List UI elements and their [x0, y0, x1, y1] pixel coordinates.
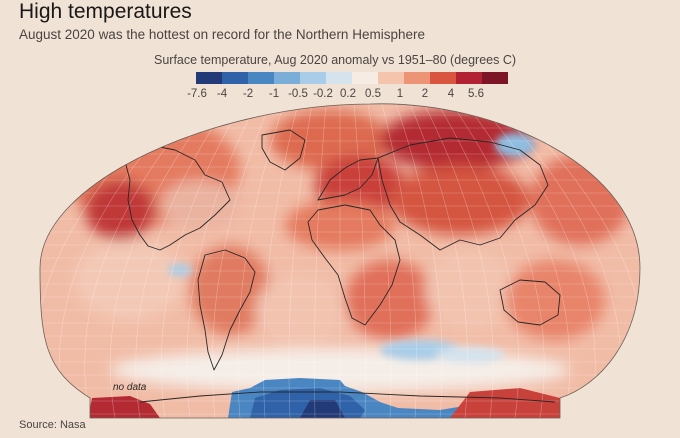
- color-scale-legend: [196, 72, 508, 84]
- legend-tick-label: -0.2: [313, 88, 333, 100]
- graticule-meridian: [423, 103, 494, 419]
- legend-swatch-10: [456, 72, 482, 84]
- anomaly-europe: [315, 155, 405, 215]
- legend-swatch-2: [248, 72, 274, 84]
- legend-swatch-4: [300, 72, 326, 84]
- legend-swatch-5: [326, 72, 352, 84]
- anomaly-south-america: [190, 245, 270, 335]
- anomaly-north-pacific: [530, 155, 630, 245]
- graticule-meridian: [507, 103, 640, 419]
- graticule-meridian: [109, 103, 215, 419]
- graticule-meridian: [465, 103, 571, 419]
- legend-tick-label: -0.5: [288, 88, 308, 100]
- legend-swatch-0: [196, 72, 222, 84]
- graticule-meridian: [84, 103, 201, 419]
- antarctica-anomaly: [88, 378, 560, 418]
- coast-north-america: [125, 144, 231, 251]
- legend-swatch-7: [378, 72, 404, 84]
- coast-antarctica: [139, 391, 556, 403]
- legend-tick-label: -7.6: [187, 88, 207, 100]
- coast-africa: [307, 204, 401, 326]
- legend-swatch-9: [430, 72, 456, 84]
- coast-asia: [377, 137, 549, 251]
- graticule-meridian: [381, 103, 417, 419]
- anomaly-siberia: [380, 110, 530, 170]
- legend-title: Surface temperature, Aug 2020 anomaly vs…: [154, 53, 517, 67]
- legend-swatch-6: [352, 72, 378, 84]
- graticule-meridian: [212, 103, 271, 419]
- graticule-meridian: [395, 103, 443, 419]
- graticule-meridian: [451, 103, 545, 419]
- legend-swatch-3: [274, 72, 300, 84]
- coastlines: [125, 129, 561, 403]
- graticule-meridian: [135, 103, 229, 419]
- anomaly-indian-ocean: [425, 250, 515, 330]
- legend-tick-label: 1: [396, 88, 404, 100]
- graticule-meridian: [186, 103, 257, 419]
- anomaly-south-atlantic: [255, 275, 345, 345]
- legend-tick-label: 4: [447, 88, 455, 100]
- legend-tick-label: -1: [268, 88, 280, 100]
- source-note: Source: Nasa: [19, 419, 86, 431]
- graticule-meridian: [237, 103, 285, 419]
- graticule-meridian: [367, 103, 392, 419]
- anomaly-cool-northeast-pacific: [495, 133, 535, 157]
- anomaly-north-america: [160, 180, 240, 230]
- graticule-meridian: [314, 103, 327, 419]
- legend-tick-label: 0.5: [365, 88, 381, 100]
- legend-swatch-11: [482, 72, 508, 84]
- coast-south-america: [197, 249, 256, 371]
- graticule-meridian: [353, 103, 366, 419]
- legend-swatch-8: [404, 72, 430, 84]
- anomaly-asia: [390, 165, 530, 235]
- graticule-meridian: [437, 103, 519, 419]
- graticule-meridian: [288, 103, 313, 419]
- legend-tick-label: 5.6: [468, 88, 484, 100]
- chart-subtitle: August 2020 was the hottest on record fo…: [19, 27, 425, 42]
- chart-title: High temperatures: [19, 0, 192, 23]
- legend-tick-label: -2: [242, 88, 254, 100]
- anomaly-north-africa: [285, 200, 395, 250]
- no-data-label: no data: [113, 382, 147, 393]
- coast-greenland: [261, 129, 306, 171]
- legend-tick-label: -4: [216, 88, 228, 100]
- legend-tick-labels: -7.6 -4 -2 -1 -0.5 -0.2 0.2 0.5 1 2 4 5.6: [0, 88, 680, 104]
- anomaly-australia: [505, 260, 605, 340]
- graticule-meridian: [263, 103, 299, 419]
- anomaly-east-pacific: [75, 240, 185, 320]
- anomaly-cool-tasman: [435, 347, 505, 363]
- graticule-meridian: [161, 103, 243, 419]
- anomaly-cool-south-pacific: [168, 264, 192, 276]
- legend-tick-label: 2: [421, 88, 429, 100]
- legend-tick-label: 0.2: [340, 88, 356, 100]
- coast-australia: [499, 279, 561, 326]
- anomaly-southern-africa: [345, 260, 435, 340]
- map-outline: [39, 103, 641, 419]
- legend-swatch-1: [222, 72, 248, 84]
- anomaly-west-us: [85, 180, 155, 240]
- graticule-meridian: [409, 103, 468, 419]
